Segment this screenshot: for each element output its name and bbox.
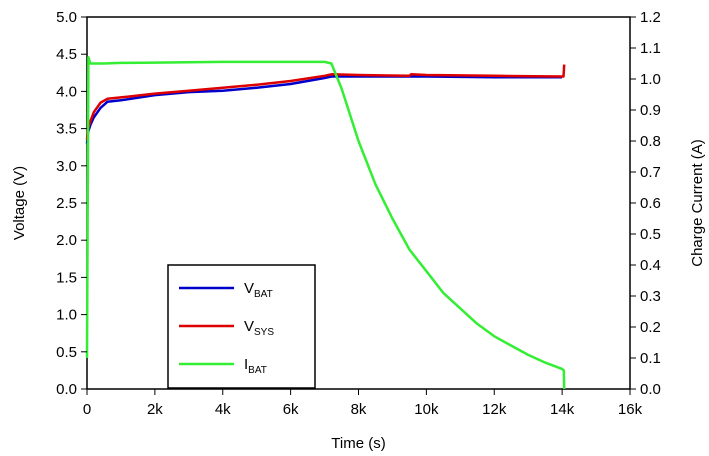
y-left-tick-label: 2.0 [56, 232, 77, 249]
y-right-tick-label: 0.6 [640, 195, 661, 212]
y-right-tick-label: 0.2 [640, 319, 661, 336]
y-left-tick-label: 2.5 [56, 195, 77, 212]
ticks-layer: 0 2k 4k 6k 8k 10k 12k 14k 16k 0.0 0.5 1.0 1.5 2.0 2.5 3… [56, 9, 661, 418]
x-axis-title: Time (s) [331, 435, 385, 452]
y-left-tick-label: 1.0 [56, 307, 77, 324]
legend-label-vbat: VBAT [244, 280, 273, 300]
y-right-tick-label: 0.0 [640, 381, 661, 398]
legend-label-ibat: IBAT [244, 356, 267, 376]
x-tick-label: 2k [147, 401, 163, 418]
y-right-tick-label: 0.8 [640, 133, 661, 150]
y-right-tick-label: 1.1 [640, 40, 661, 57]
y-right-tick-label: 0.3 [640, 288, 661, 305]
y-right-tick-label: 0.4 [640, 257, 661, 274]
series-line-ibat [85, 56, 566, 390]
series-line-vbat [85, 75, 563, 144]
y-left-tick-label: 3.5 [56, 121, 77, 138]
y-right-tick-label: 0.9 [640, 102, 661, 119]
x-tick-label: 0 [83, 401, 91, 418]
x-tick-label: 6k [283, 401, 299, 418]
y-right-tick-label: 0.7 [640, 164, 661, 181]
y-left-tick-label: 1.5 [56, 269, 77, 286]
series-line-vsys [85, 64, 566, 140]
y-axis-right-title: Charge Current (A) [689, 139, 706, 267]
y-right-tick-label: 1.0 [640, 71, 661, 88]
x-tick-label: 4k [215, 401, 231, 418]
y-right-tick-label: 0.5 [640, 226, 661, 243]
x-tick-label: 10k [414, 401, 439, 418]
y-left-tick-label: 3.0 [56, 158, 77, 175]
y-left-tick-label: 4.5 [56, 46, 77, 63]
x-tick-label: 14k [550, 401, 575, 418]
y-right-tick-label: 0.1 [640, 350, 661, 367]
y-left-tick-label: 4.0 [56, 83, 77, 100]
y-left-tick-label: 0.5 [56, 344, 77, 361]
x-tick-label: 12k [482, 401, 507, 418]
y-right-tick-label: 1.2 [640, 9, 661, 26]
x-tick-label: 8k [351, 401, 367, 418]
y-axis-left-title: Voltage (V) [11, 166, 28, 240]
x-tick-label: 16k [618, 401, 643, 418]
legend-label-vsys: VSYS [244, 318, 274, 338]
series-layer [85, 56, 566, 390]
legend: VBAT VSYS IBAT [167, 264, 316, 389]
y-left-tick-label: 0.0 [56, 381, 77, 398]
y-left-tick-label: 5.0 [56, 9, 77, 26]
